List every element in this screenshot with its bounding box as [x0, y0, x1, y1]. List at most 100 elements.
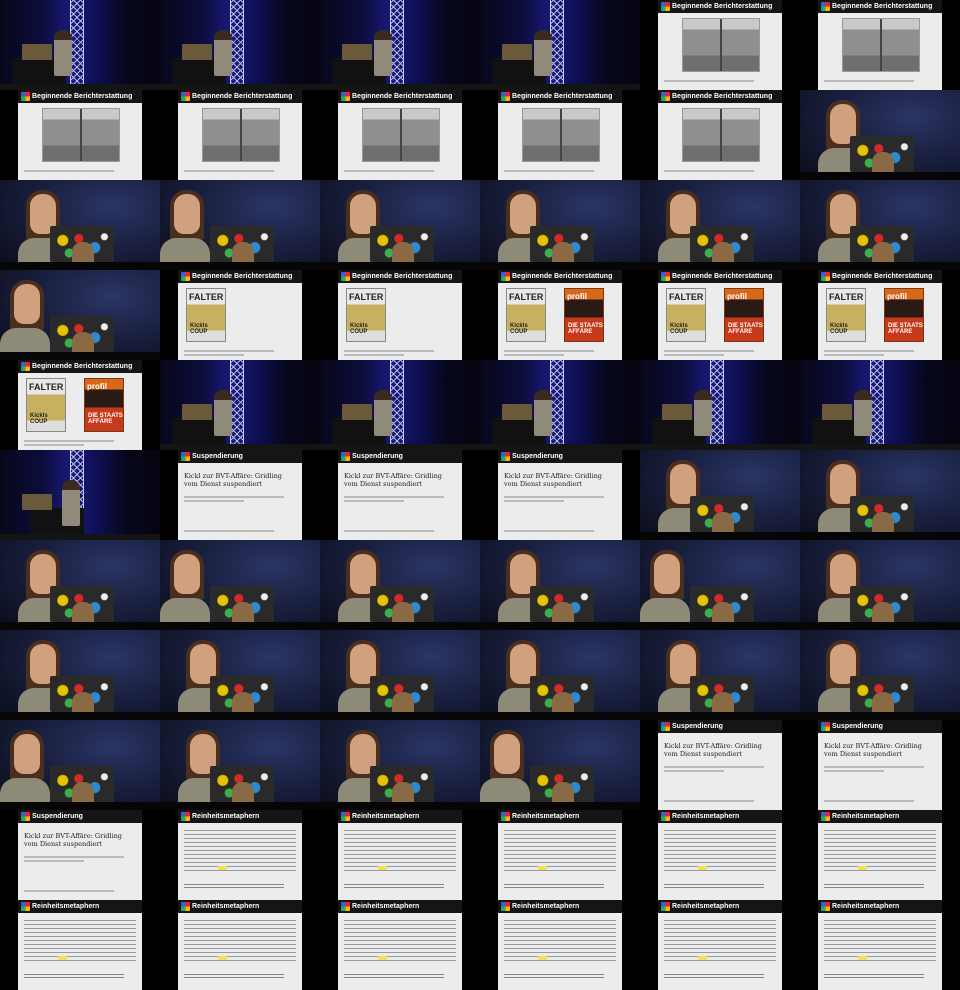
frame-slide-reinheitsmetaphern[interactable]: Reinheitsmetaphern: [320, 810, 480, 900]
frame-stage-wide[interactable]: [0, 0, 160, 90]
frame-slide-reinheitsmetaphern[interactable]: Reinheitsmetaphern: [640, 810, 800, 900]
slide-caption-line: [184, 170, 274, 172]
article-title: Kickl zur BVT-Affäre: Gridling vom Diens…: [664, 742, 762, 758]
frame-slide-magazines[interactable]: Beginnende Berichterstattung FALTER Kickls…: [480, 270, 640, 360]
frame-slide-suspendierung[interactable]: Suspendierung Kickl zur BVT-Affäre: Gridl…: [480, 450, 640, 540]
slide-title-bar: Suspendierung: [178, 450, 302, 463]
frame-slide-magazines[interactable]: Beginnende Berichterstattung FALTER Kickls…: [160, 270, 320, 360]
slide-frame: Reinheitsmetaphern: [498, 900, 622, 990]
frame-slide-berichterstattung[interactable]: Beginnende Berichterstattung: [800, 0, 960, 90]
frame-stage-wide[interactable]: [480, 360, 640, 450]
frame-slide-suspendierung[interactable]: Suspendierung Kickl zur BVT-Affäre: Gridl…: [800, 720, 960, 810]
slide-logo-icon: [181, 452, 190, 461]
slide-logo-icon: [501, 452, 510, 461]
frame-speaker-closeup[interactable]: [0, 180, 160, 270]
frame-speaker-closeup[interactable]: [480, 180, 640, 270]
frame-speaker-closeup[interactable]: [0, 720, 160, 810]
frame-speaker-closeup[interactable]: [320, 180, 480, 270]
frame-speaker-closeup[interactable]: [640, 450, 800, 540]
frame-slide-berichterstattung[interactable]: Beginnende Berichterstattung: [320, 90, 480, 180]
slide-caption-line: [184, 354, 244, 356]
closeup-desk: [0, 622, 160, 630]
stage-floor: [640, 444, 800, 450]
stage-laptop: [182, 44, 212, 60]
frame-slide-magazines[interactable]: Beginnende Berichterstattung FALTER Kickls…: [640, 270, 800, 360]
frame-slide-magazines[interactable]: Beginnende Berichterstattung FALTER Kickls…: [0, 360, 160, 450]
frame-slide-reinheitsmetaphern[interactable]: Reinheitsmetaphern: [800, 810, 960, 900]
closeup-desk: [800, 532, 960, 540]
frame-slide-suspendierung[interactable]: Suspendierung Kickl zur BVT-Affäre: Gridl…: [160, 450, 320, 540]
frame-slide-reinheitsmetaphern[interactable]: Reinheitsmetaphern: [480, 810, 640, 900]
frame-speaker-closeup[interactable]: [640, 630, 800, 720]
frame-speaker-closeup[interactable]: [0, 630, 160, 720]
frame-slide-berichterstattung[interactable]: Beginnende Berichterstattung: [640, 0, 800, 90]
frame-speaker-closeup[interactable]: [800, 540, 960, 630]
slide-title: Beginnende Berichterstattung: [672, 3, 773, 10]
frame-speaker-closeup[interactable]: [480, 720, 640, 810]
slide-logo-icon: [181, 812, 190, 821]
article-title: Kickl zur BVT-Affäre: Gridling vom Diens…: [504, 472, 602, 488]
frame-stage-wide[interactable]: [0, 450, 160, 540]
closeup-toy: [712, 602, 734, 628]
quote-source: [344, 974, 444, 980]
frame-slide-magazines[interactable]: Beginnende Berichterstattung FALTER Kickls…: [800, 270, 960, 360]
frame-speaker-closeup[interactable]: [800, 180, 960, 270]
stage-truss: [230, 0, 244, 90]
article-footnote: [664, 800, 754, 802]
frame-stage-wide[interactable]: [320, 360, 480, 450]
frame-slide-suspendierung[interactable]: Suspendierung Kickl zur BVT-Affäre: Gridl…: [640, 720, 800, 810]
frame-slide-suspendierung[interactable]: Suspendierung Kickl zur BVT-Affäre: Gridl…: [320, 450, 480, 540]
closeup-toy: [232, 602, 254, 628]
frame-speaker-closeup[interactable]: [320, 630, 480, 720]
frame-slide-reinheitsmetaphern[interactable]: Reinheitsmetaphern: [0, 900, 160, 990]
closeup-desk: [320, 262, 480, 270]
frame-speaker-closeup[interactable]: [160, 540, 320, 630]
frame-speaker-closeup[interactable]: [800, 450, 960, 540]
slide-frame: Beginnende Berichterstattung FALTER Kickls…: [18, 360, 142, 450]
frame-slide-suspendierung[interactable]: Suspendierung Kickl zur BVT-Affäre: Gridl…: [0, 810, 160, 900]
frame-slide-berichterstattung[interactable]: Beginnende Berichterstattung: [480, 90, 640, 180]
frame-speaker-closeup[interactable]: [640, 180, 800, 270]
slide-title: Reinheitsmetaphern: [192, 813, 260, 820]
frame-speaker-closeup[interactable]: [640, 540, 800, 630]
frame-speaker-closeup[interactable]: [320, 540, 480, 630]
frame-stage-wide[interactable]: [800, 360, 960, 450]
frame-slide-reinheitsmetaphern[interactable]: Reinheitsmetaphern: [480, 900, 640, 990]
frame-stage-wide[interactable]: [160, 360, 320, 450]
frame-slide-magazines[interactable]: Beginnende Berichterstattung FALTER Kickls…: [320, 270, 480, 360]
falter-masthead: FALTER: [189, 292, 224, 302]
frame-speaker-closeup[interactable]: [480, 540, 640, 630]
frame-slide-reinheitsmetaphern[interactable]: Reinheitsmetaphern: [800, 900, 960, 990]
frame-slide-reinheitsmetaphern[interactable]: Reinheitsmetaphern: [160, 900, 320, 990]
frame-speaker-closeup[interactable]: [800, 90, 960, 180]
frame-speaker-closeup[interactable]: [160, 630, 320, 720]
frame-slide-reinheitsmetaphern[interactable]: Reinheitsmetaphern: [640, 900, 800, 990]
slide-title: Reinheitsmetaphern: [832, 903, 900, 910]
slide-caption-line: [664, 80, 754, 82]
frame-speaker-closeup[interactable]: [320, 720, 480, 810]
frame-slide-berichterstattung[interactable]: Beginnende Berichterstattung: [640, 90, 800, 180]
article-lead: [344, 500, 404, 502]
frame-stage-wide[interactable]: [160, 0, 320, 90]
frame-speaker-closeup[interactable]: [480, 630, 640, 720]
article-title: Kickl zur BVT-Affäre: Gridling vom Diens…: [24, 832, 122, 848]
frame-stage-wide[interactable]: [320, 0, 480, 90]
frame-speaker-closeup[interactable]: [160, 180, 320, 270]
frame-slide-reinheitsmetaphern[interactable]: Reinheitsmetaphern: [320, 900, 480, 990]
frame-speaker-closeup[interactable]: [0, 270, 160, 360]
slide-logo-icon: [821, 722, 830, 731]
frame-speaker-closeup[interactable]: [800, 630, 960, 720]
closeup-desk: [640, 622, 800, 630]
frame-slide-reinheitsmetaphern[interactable]: Reinheitsmetaphern: [160, 810, 320, 900]
frame-slide-berichterstattung[interactable]: Beginnende Berichterstattung: [160, 90, 320, 180]
slide-title-bar: Reinheitsmetaphern: [338, 810, 462, 823]
slide-title: Beginnende Berichterstattung: [32, 93, 133, 100]
stage-laptop: [342, 404, 372, 420]
frame-stage-wide[interactable]: [480, 0, 640, 90]
frame-stage-wide[interactable]: [640, 360, 800, 450]
falter-cover: FALTER Kickls COUP: [346, 288, 386, 342]
closeup-toy: [72, 242, 94, 268]
frame-slide-berichterstattung[interactable]: Beginnende Berichterstattung: [0, 90, 160, 180]
frame-speaker-closeup[interactable]: [160, 720, 320, 810]
frame-speaker-closeup[interactable]: [0, 540, 160, 630]
